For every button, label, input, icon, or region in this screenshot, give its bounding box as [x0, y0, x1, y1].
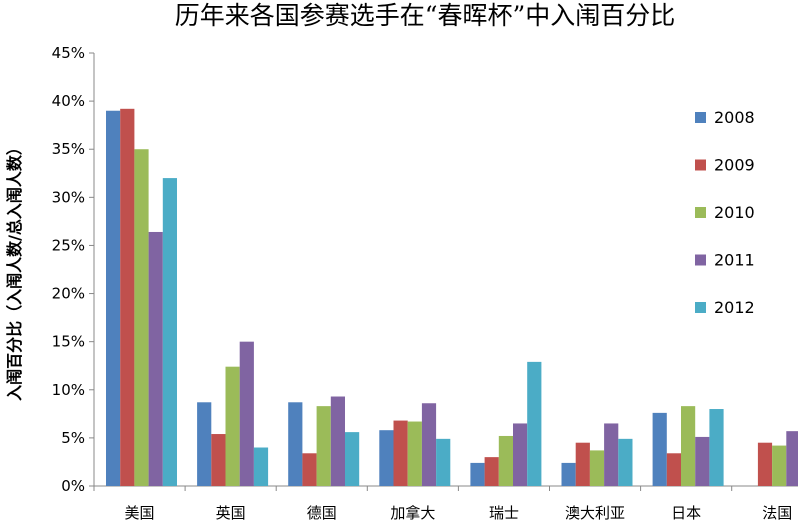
bar: [421, 403, 437, 486]
bar: [695, 436, 710, 486]
category-label: 瑞士: [489, 504, 519, 521]
category-label: 法国: [762, 504, 792, 521]
bar: [239, 341, 254, 486]
bar: [225, 366, 240, 486]
category-label: 加拿大: [390, 504, 435, 521]
legend-label: 2011: [714, 251, 755, 270]
bar: [498, 435, 513, 486]
bar: [561, 462, 576, 486]
y-tick-label: 25%: [52, 236, 85, 254]
bar: [484, 457, 499, 486]
bar: [407, 421, 422, 486]
category-label: 德国: [307, 504, 337, 521]
category-label: 日本: [671, 504, 701, 521]
legend-swatch: [695, 302, 706, 313]
bar: [134, 149, 149, 486]
y-tick-label: 35%: [52, 140, 85, 158]
y-tick-label: 45%: [52, 44, 85, 62]
legend-label: 2012: [714, 298, 755, 317]
y-tick-label: 5%: [61, 429, 85, 447]
bar: [666, 453, 681, 486]
bar: [575, 442, 590, 486]
bar: [618, 438, 633, 486]
y-tick-label: 10%: [52, 381, 85, 399]
bar: [393, 420, 408, 486]
bar: [288, 402, 303, 486]
bar: [527, 361, 542, 486]
bar: [681, 406, 696, 486]
legend-swatch: [695, 254, 706, 266]
bar: [330, 396, 345, 486]
y-tick-label: 30%: [52, 188, 85, 206]
bar: [513, 423, 528, 486]
bar: [253, 447, 269, 486]
bar: [652, 412, 667, 486]
legend-swatch: [695, 159, 706, 171]
bar: [379, 430, 394, 486]
chart-title: 历年来各国参赛选手在“春晖杯”中入闱百分比: [175, 1, 676, 30]
bar: [211, 434, 226, 486]
bar: [302, 453, 317, 486]
y-tick-label: 40%: [52, 92, 85, 110]
bar: [470, 462, 485, 486]
bar: [604, 423, 619, 486]
category-label: 美国: [125, 504, 155, 521]
legend-swatch: [695, 207, 706, 218]
y-axis-label: 入闱百分比（入闱人数/总入闱人数）: [5, 139, 24, 401]
bar: [316, 406, 331, 486]
legend-swatch: [695, 112, 706, 123]
bar: [345, 432, 360, 486]
legend-label: 2008: [714, 108, 755, 127]
y-tick-label: 20%: [52, 285, 85, 303]
bar: [589, 450, 605, 486]
category-label: 澳大利亚: [565, 504, 625, 521]
bar: [436, 438, 451, 486]
bar: [772, 445, 787, 486]
legend-label: 2010: [714, 203, 755, 222]
bar: [709, 409, 724, 486]
legend: 2008 2009 2010 2011 2012: [695, 108, 755, 317]
bar: [162, 178, 177, 487]
bar: [197, 402, 212, 486]
bar: [757, 442, 773, 486]
legend-label: 2009: [714, 156, 755, 175]
bar: [120, 108, 135, 486]
plot-area: 0% 5% 10% 15% 20% 25% 30% 35% 40% 45% 美国 英国 德国 加拿大 瑞士 澳…: [52, 44, 798, 521]
bar: [148, 231, 163, 486]
category-label: 英国: [216, 504, 246, 521]
bar: [786, 431, 798, 486]
y-tick-label: 0%: [61, 477, 85, 495]
bar: [106, 110, 121, 486]
y-tick-label: 15%: [52, 333, 85, 351]
